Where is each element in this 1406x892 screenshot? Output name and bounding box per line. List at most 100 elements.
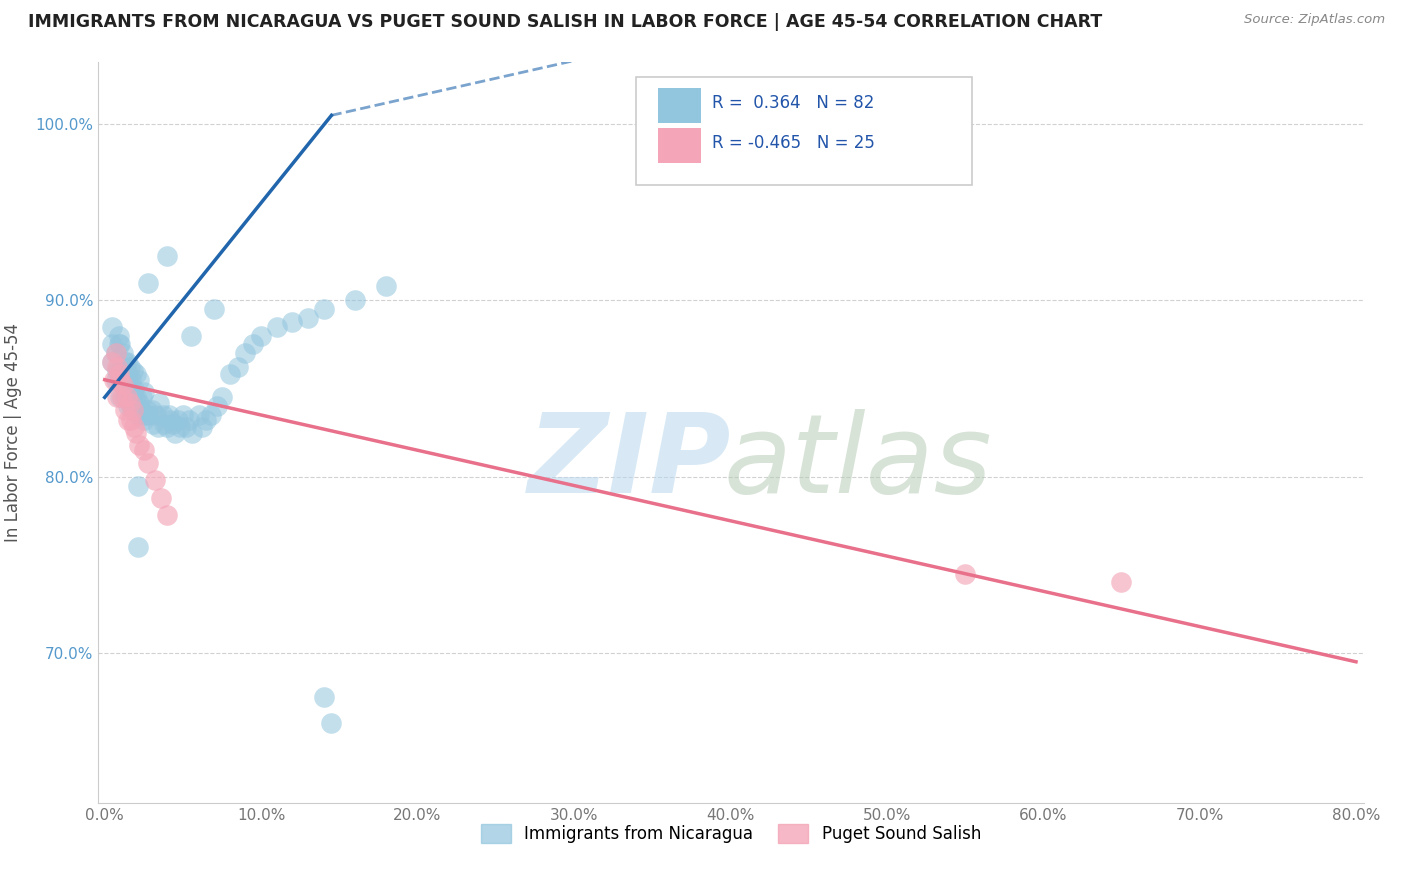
Point xyxy=(218,368,240,382)
Point xyxy=(125,390,148,404)
Point xyxy=(162,417,184,431)
Point xyxy=(112,373,135,387)
Point xyxy=(159,413,181,427)
Point xyxy=(226,360,249,375)
Point xyxy=(148,395,170,409)
Point xyxy=(157,408,180,422)
Point xyxy=(179,413,201,427)
Point xyxy=(125,368,148,382)
Point xyxy=(143,473,166,487)
Point xyxy=(115,390,138,404)
Point xyxy=(145,408,167,422)
Point xyxy=(101,319,124,334)
Point xyxy=(132,413,155,427)
Point xyxy=(202,302,225,317)
Point xyxy=(105,390,128,404)
Point xyxy=(149,491,172,505)
Point xyxy=(101,355,124,369)
Point xyxy=(242,337,264,351)
Point xyxy=(128,438,150,452)
Point xyxy=(115,378,138,392)
Point xyxy=(375,279,398,293)
Point xyxy=(107,368,129,382)
Text: atlas: atlas xyxy=(723,409,993,516)
Point xyxy=(190,420,212,434)
Point xyxy=(118,360,141,375)
Point xyxy=(1111,575,1133,590)
Point xyxy=(105,360,128,375)
Text: ZIP: ZIP xyxy=(529,409,731,516)
Point xyxy=(131,390,153,404)
FancyBboxPatch shape xyxy=(658,128,700,163)
Point xyxy=(142,417,165,431)
Point xyxy=(114,390,136,404)
Point xyxy=(297,311,319,326)
Point xyxy=(117,413,139,427)
Point xyxy=(235,346,257,360)
Point xyxy=(138,276,160,290)
Point xyxy=(207,399,229,413)
Point xyxy=(167,413,190,427)
Point xyxy=(101,355,124,369)
Point xyxy=(117,368,139,382)
Point xyxy=(105,364,128,378)
Point xyxy=(114,402,136,417)
Point xyxy=(156,249,179,263)
Text: Source: ZipAtlas.com: Source: ZipAtlas.com xyxy=(1244,13,1385,27)
Point xyxy=(121,364,143,378)
Point xyxy=(128,395,150,409)
Point xyxy=(200,408,222,422)
Point xyxy=(104,346,127,360)
Point xyxy=(104,346,127,360)
Point xyxy=(121,402,143,417)
Point xyxy=(107,328,129,343)
Point xyxy=(195,413,218,427)
Point xyxy=(211,390,233,404)
Point xyxy=(118,395,141,409)
Point xyxy=(321,716,343,731)
Point xyxy=(127,540,149,554)
Point xyxy=(111,390,134,404)
Point xyxy=(115,355,138,369)
Point xyxy=(152,408,174,422)
Point xyxy=(120,399,142,413)
Point xyxy=(129,402,152,417)
Y-axis label: In Labor Force | Age 45-54: In Labor Force | Age 45-54 xyxy=(4,323,21,542)
Point xyxy=(127,478,149,492)
Point xyxy=(110,390,132,404)
Point xyxy=(124,382,146,396)
Point xyxy=(138,408,160,422)
Point xyxy=(112,346,135,360)
Point xyxy=(266,319,288,334)
Point xyxy=(127,408,149,422)
Legend: Immigrants from Nicaragua, Puget Sound Salish: Immigrants from Nicaragua, Puget Sound S… xyxy=(474,817,988,850)
Point xyxy=(124,420,146,434)
Text: IMMIGRANTS FROM NICARAGUA VS PUGET SOUND SALISH IN LABOR FORCE | AGE 45-54 CORRE: IMMIGRANTS FROM NICARAGUA VS PUGET SOUND… xyxy=(28,13,1102,31)
Point xyxy=(125,425,148,440)
Point xyxy=(165,425,187,440)
Point xyxy=(180,328,202,343)
Point xyxy=(128,373,150,387)
Point xyxy=(281,314,304,328)
Point xyxy=(110,364,132,378)
Point xyxy=(110,373,132,387)
Text: R = -0.465   N = 25: R = -0.465 N = 25 xyxy=(711,134,875,153)
FancyBboxPatch shape xyxy=(636,78,972,185)
Point xyxy=(135,402,157,417)
Point xyxy=(103,373,125,387)
Point xyxy=(110,337,132,351)
Point xyxy=(181,425,204,440)
Point xyxy=(250,328,273,343)
Point xyxy=(134,408,156,422)
Point xyxy=(138,456,160,470)
Point xyxy=(312,302,335,317)
Point xyxy=(953,566,976,581)
Point xyxy=(132,443,155,458)
Point xyxy=(114,355,136,369)
Point xyxy=(156,508,179,523)
Point xyxy=(343,293,366,308)
Point xyxy=(141,402,163,417)
Point xyxy=(132,385,155,400)
Point xyxy=(117,399,139,413)
Point xyxy=(174,420,197,434)
